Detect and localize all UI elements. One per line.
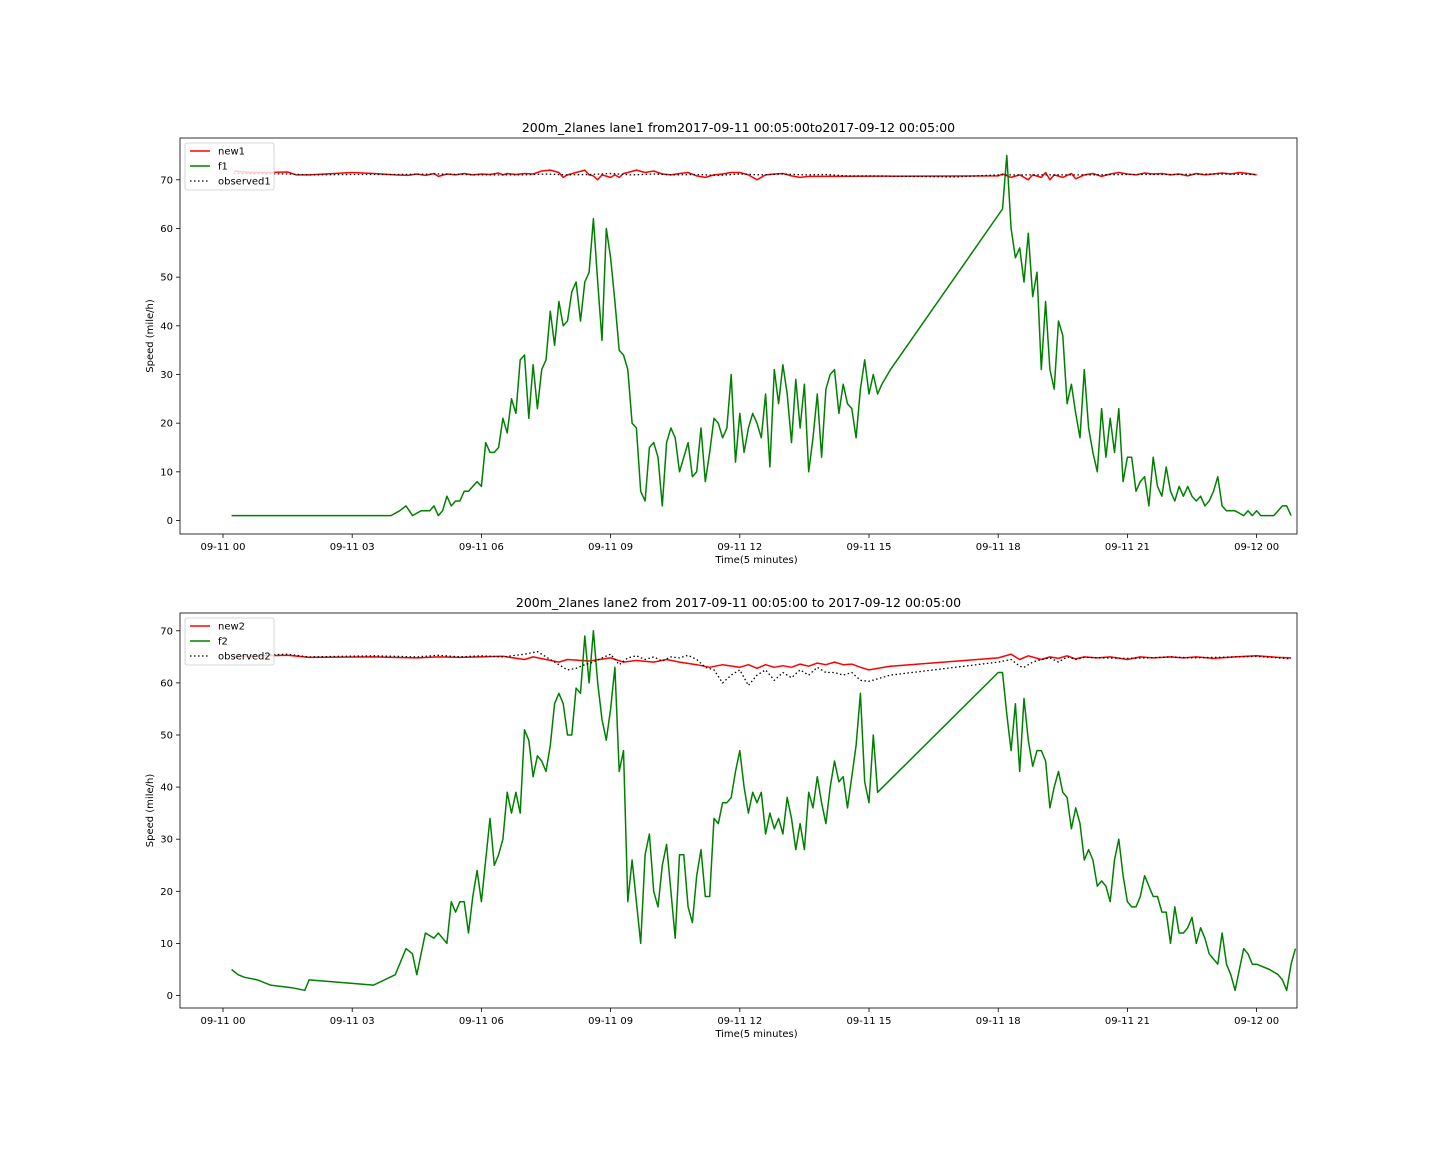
y-tick-label: 20 <box>160 419 173 430</box>
y-tick-label: 60 <box>160 224 173 235</box>
y-axis-label: Speed (mile/h) <box>145 774 156 848</box>
x-tick-label: 09-11 21 <box>1105 1016 1150 1027</box>
y-tick-label: 30 <box>160 370 173 381</box>
y-tick-label: 40 <box>160 321 173 332</box>
series-line-new1 <box>233 169 1257 181</box>
y-tick-label: 70 <box>160 626 173 637</box>
x-axis-label: Time(5 minutes) <box>714 555 797 566</box>
chart-title: 200m_2lanes lane1 from2017-09-11 00:05:0… <box>522 120 955 135</box>
x-tick-label: 09-11 18 <box>976 1016 1021 1027</box>
legend-label-observed1: observed1 <box>218 177 271 188</box>
y-axis-label: Speed (mile/h) <box>145 299 156 373</box>
x-tick-label: 09-12 00 <box>1234 1016 1279 1027</box>
x-tick-label: 09-11 03 <box>330 1016 375 1027</box>
x-tick-label: 09-11 06 <box>459 542 504 553</box>
legend-box <box>184 142 275 191</box>
series-line-f1 <box>231 154 1292 517</box>
x-axis-label: Time(5 minutes) <box>714 1029 797 1040</box>
legend-label-observed2: observed2 <box>218 652 271 663</box>
series-line-observed1 <box>233 172 1257 178</box>
y-tick-label: 50 <box>160 273 173 284</box>
legend: new1 f1 observed1 <box>184 142 275 191</box>
y-tick-label: 10 <box>160 467 173 478</box>
y-tick-label: 30 <box>160 835 173 846</box>
x-tick-label: 09-11 00 <box>201 542 246 553</box>
y-tick-label: 40 <box>160 783 173 794</box>
chart-1: 200m_2lanes lane1 from2017-09-11 00:05:0… <box>145 120 1298 566</box>
x-tick-label: 09-11 03 <box>330 542 375 553</box>
series-line-new2 <box>233 653 1292 671</box>
legend: new2 f2 observed2 <box>184 617 275 666</box>
x-tick-label: 09-11 12 <box>717 542 762 553</box>
chart-2: 200m_2lanes lane2 from 2017-09-11 00:05:… <box>145 595 1298 1040</box>
plot-frame <box>179 137 1298 535</box>
legend-label-new2: new2 <box>218 622 245 633</box>
x-tick-label: 09-11 21 <box>1105 542 1150 553</box>
x-tick-label: 09-11 15 <box>847 1016 892 1027</box>
series-line-observed2 <box>233 650 1292 687</box>
x-tick-label: 09-12 00 <box>1234 542 1279 553</box>
y-tick-label: 0 <box>167 516 173 527</box>
x-tick-label: 09-11 09 <box>588 542 633 553</box>
x-tick-label: 09-11 06 <box>459 1016 504 1027</box>
y-tick-label: 60 <box>160 678 173 689</box>
legend-label-f2: f2 <box>218 637 228 648</box>
chart-title: 200m_2lanes lane2 from 2017-09-11 00:05:… <box>516 595 961 610</box>
legend-label-new1: new1 <box>218 147 245 158</box>
legend-box <box>184 617 275 666</box>
y-tick-label: 0 <box>167 991 173 1002</box>
series-line-f2 <box>231 630 1297 992</box>
x-tick-label: 09-11 15 <box>847 542 892 553</box>
y-tick-label: 20 <box>160 887 173 898</box>
x-tick-label: 09-11 12 <box>717 1016 762 1027</box>
x-tick-label: 09-11 18 <box>976 542 1021 553</box>
legend-label-f1: f1 <box>218 162 228 173</box>
y-tick-label: 70 <box>160 175 173 186</box>
y-tick-label: 50 <box>160 731 173 742</box>
x-tick-label: 09-11 09 <box>588 1016 633 1027</box>
plot-frame <box>179 612 1298 1009</box>
y-tick-label: 10 <box>160 939 173 950</box>
x-tick-label: 09-11 00 <box>201 1016 246 1027</box>
